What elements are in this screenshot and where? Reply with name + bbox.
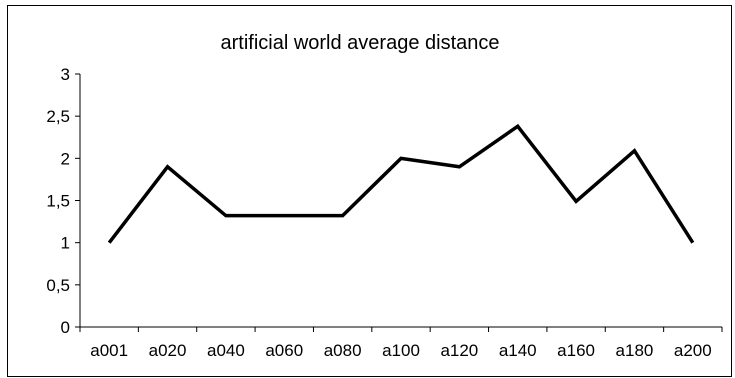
x-tick-label: a120 — [440, 341, 478, 360]
y-tick-label: 0 — [61, 318, 70, 337]
x-tick-label: a180 — [616, 341, 654, 360]
y-tick-label: 2 — [61, 149, 70, 168]
x-tick-label: a060 — [265, 341, 303, 360]
x-tick-label: a160 — [557, 341, 595, 360]
y-tick-label: 1 — [61, 234, 70, 253]
x-axis: a001 a020 a040 a060 a080 a100 a120 a140 a160 a180… — [79, 326, 723, 360]
x-tick-label: a001 — [90, 341, 128, 360]
x-tick-label: a040 — [207, 341, 245, 360]
x-tick-label: a080 — [324, 341, 362, 360]
y-tick-label: 1,5 — [46, 192, 70, 211]
y-tick-label: 3 — [61, 65, 70, 84]
y-axis: 0 0,5 1 1,5 2 2,5 3 — [46, 65, 81, 337]
x-tick-label: a100 — [382, 341, 420, 360]
y-tick-label: 2,5 — [46, 107, 70, 126]
series-line — [107, 123, 695, 244]
series-layer — [107, 123, 695, 244]
y-tick-label: 0,5 — [46, 276, 70, 295]
x-tick-label: a140 — [499, 341, 537, 360]
x-tick-label: a020 — [149, 341, 187, 360]
chart-title: artificial world average distance — [220, 32, 499, 54]
x-tick-label: a200 — [674, 341, 712, 360]
